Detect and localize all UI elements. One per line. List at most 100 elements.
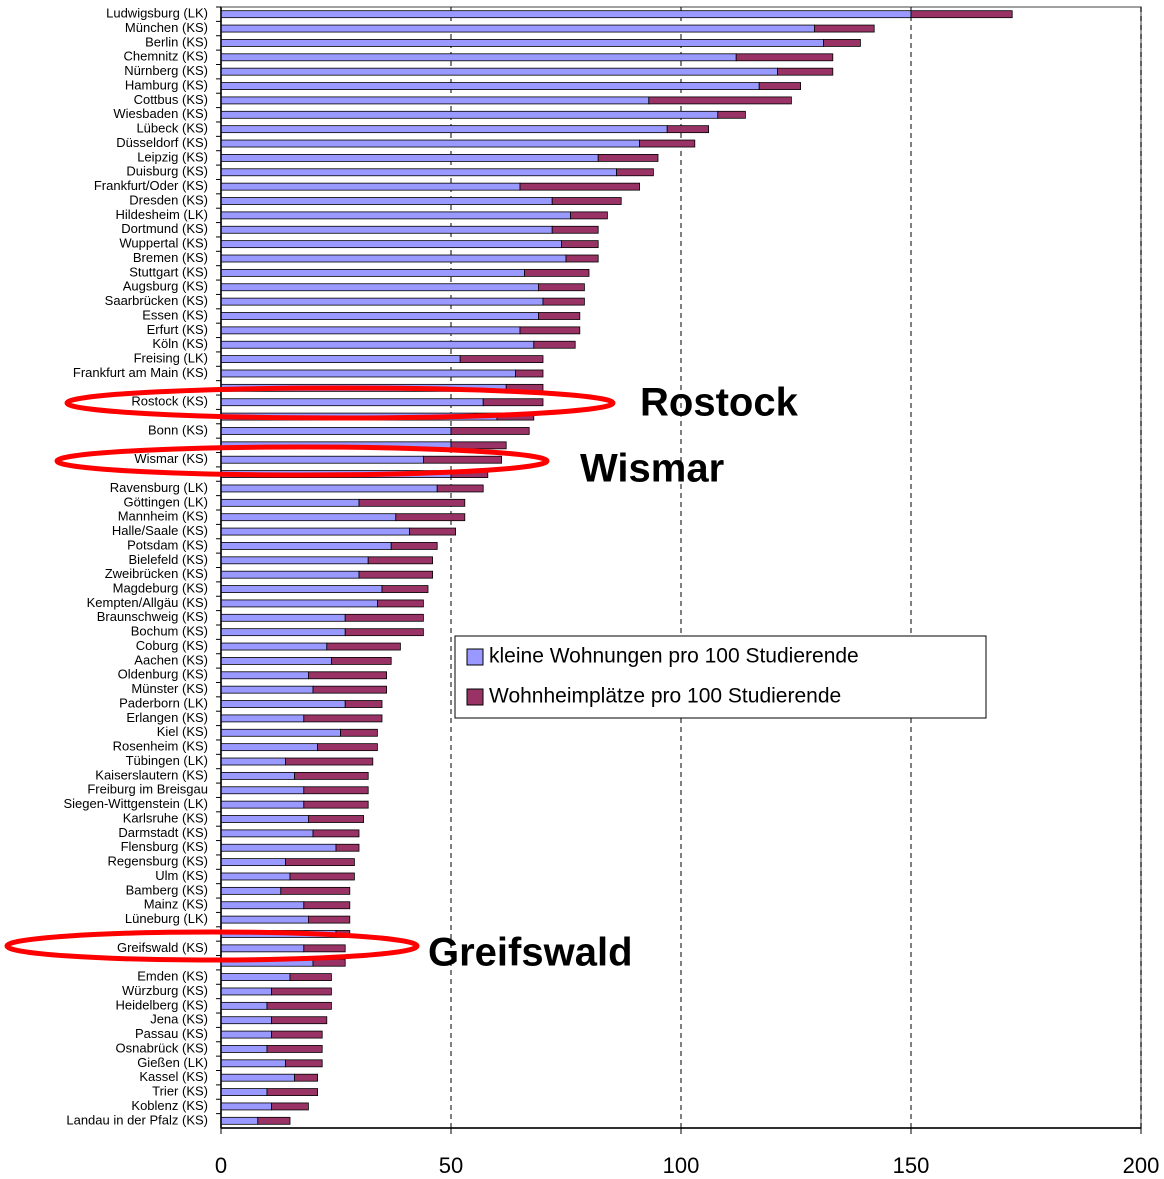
category-label: Duisburg (KS) — [126, 164, 208, 179]
category-label: Hamburg (KS) — [125, 77, 208, 92]
bar-segment — [561, 240, 599, 249]
bar-segment — [565, 254, 599, 263]
category-label: Darmstadt (KS) — [118, 825, 208, 840]
category-label: Siegen-Wittgenstein (LK) — [63, 796, 208, 811]
bar-segment — [717, 110, 746, 119]
category-label: Frankfurt/Oder (KS) — [94, 178, 208, 193]
legend-box — [454, 635, 987, 719]
category-label: Lübeck (KS) — [136, 121, 208, 136]
category-label: Bochum (KS) — [131, 624, 208, 639]
category-label: Flensburg (KS) — [121, 839, 208, 854]
bar-segment — [220, 39, 824, 47]
category-label: Aachen (KS) — [134, 652, 208, 667]
bar-segment — [551, 197, 622, 205]
category-label: Rosenheim (KS) — [113, 739, 208, 754]
bar-segment — [303, 786, 369, 795]
bar-segment — [910, 10, 1013, 19]
category-label: Magdeburg (KS) — [113, 580, 208, 595]
bar-segment — [220, 1030, 272, 1039]
bar-segment — [220, 24, 815, 33]
bar-segment — [307, 915, 351, 924]
bar-segment — [220, 10, 912, 19]
bar-segment — [284, 858, 355, 867]
category-label: Frankfurt am Main (KS) — [73, 365, 208, 380]
category-label: Rostock (KS) — [131, 394, 208, 409]
bar-segment — [220, 700, 346, 708]
bar-segment — [524, 268, 590, 277]
category-label: Dresden (KS) — [129, 192, 208, 207]
category-label: Freising (LK) — [134, 351, 208, 366]
x-tick-label: 150 — [893, 1153, 930, 1178]
bar-segment — [395, 513, 466, 522]
category-label: Braunschweig (KS) — [97, 609, 208, 624]
bar-segment — [220, 240, 562, 249]
bar-segment — [220, 211, 572, 220]
category-label: Heidelberg (KS) — [116, 997, 209, 1012]
category-label: Münster (KS) — [131, 681, 208, 696]
category-label: Lüneburg (LK) — [125, 911, 208, 926]
bar-segment — [220, 225, 553, 234]
bar-segment — [220, 771, 295, 780]
bar-segment — [551, 225, 599, 234]
bar-segment — [271, 987, 332, 996]
bar-segment — [271, 1016, 328, 1025]
bar-segment — [220, 182, 521, 191]
category-label: Cottbus (KS) — [134, 92, 208, 107]
bar-segment — [289, 973, 332, 981]
category-label: Tübingen (LK) — [126, 753, 208, 768]
category-label: München (KS) — [125, 20, 208, 35]
bar-segment — [307, 671, 387, 680]
bar-segment — [303, 944, 346, 953]
bar-segment — [312, 685, 387, 694]
category-label: Passau (KS) — [135, 1026, 208, 1041]
category-label: Greifswald (KS) — [117, 940, 208, 955]
bar-segment — [220, 628, 346, 637]
category-label: Kaiserslautern (KS) — [95, 767, 208, 782]
bar-segment — [220, 82, 760, 90]
bar-segment — [220, 1016, 272, 1025]
category-label: Regensburg (KS) — [108, 854, 208, 869]
bar-segment — [735, 53, 834, 62]
bar-segment — [220, 197, 553, 205]
bar-segment — [335, 843, 360, 852]
category-label: Wiesbaden (KS) — [113, 106, 208, 121]
bar-segment — [344, 700, 383, 708]
bar-segment — [220, 987, 272, 996]
bar-segment — [220, 527, 411, 536]
bar-segment — [220, 599, 378, 608]
highlight-ellipse — [64, 385, 616, 421]
category-label: Göttingen (LK) — [123, 494, 208, 509]
bar-segment — [358, 570, 433, 579]
category-label: Koblenz (KS) — [131, 1098, 208, 1113]
bar-segment — [515, 369, 544, 378]
bar-segment — [648, 96, 792, 105]
bar-segment — [303, 714, 383, 723]
bar-segment — [390, 542, 438, 550]
bar-segment — [220, 498, 360, 507]
bar-segment — [303, 800, 369, 809]
bar-segment — [220, 1045, 268, 1053]
bar-segment — [271, 1030, 323, 1039]
category-label: Emden (KS) — [137, 969, 208, 984]
bar-segment — [220, 1088, 268, 1096]
bar-segment — [220, 340, 535, 349]
bar-segment — [436, 484, 484, 493]
bar-segment — [220, 96, 650, 105]
category-label: Bonn (KS) — [148, 422, 208, 437]
legend-swatch — [466, 648, 484, 666]
bar-segment — [220, 728, 341, 737]
category-label: Ulm (KS) — [155, 868, 208, 883]
bar-segment — [220, 843, 337, 852]
bar-segment — [220, 369, 516, 378]
bar-segment — [538, 283, 585, 292]
bar-segment — [220, 1059, 286, 1068]
category-label: Landau in der Pfalz (KS) — [66, 1112, 208, 1127]
bar-segment — [220, 714, 305, 723]
bar-segment — [220, 829, 314, 838]
bar-segment — [220, 570, 360, 579]
annotation: Rostock — [640, 381, 799, 425]
bar-segment — [220, 915, 309, 924]
bar-segment — [312, 829, 360, 838]
bar-segment — [220, 268, 526, 277]
bar-segment — [220, 398, 484, 407]
